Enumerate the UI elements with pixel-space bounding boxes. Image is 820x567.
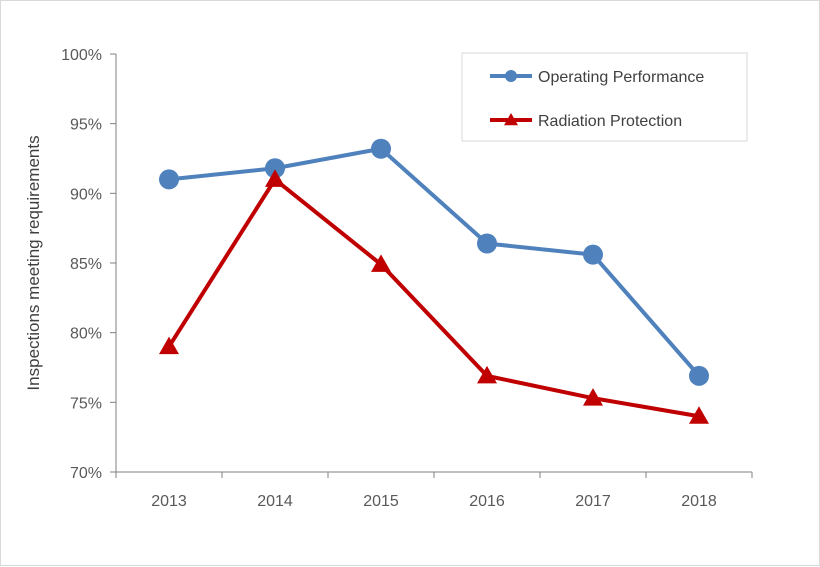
data-point <box>583 244 603 265</box>
legend-marker <box>504 113 518 126</box>
data-point <box>159 336 179 355</box>
axes: 70%75%80%85%90%95%100% 2013 2014 2015 2016 2… <box>61 47 753 510</box>
data-point <box>477 365 497 384</box>
series-layer <box>159 138 709 424</box>
y-tick-label: 95% <box>70 117 102 134</box>
data-point <box>583 388 603 406</box>
legend: Operating Performance Radiation Protectio… <box>461 52 748 142</box>
series-2 <box>159 169 709 424</box>
y-axis-ticks: 70% 75% 80% 85% 90% 95% 100% <box>61 47 116 482</box>
y-tick-label: 100% <box>61 47 102 64</box>
legend-box <box>461 52 748 142</box>
y-tick-label: 75% <box>70 395 102 412</box>
x-axis-ticks: 2013 2014 2015 2016 2017 2018 <box>115 472 753 510</box>
y-tick-label: 70% <box>70 465 102 482</box>
data-point <box>265 169 285 187</box>
series-1 <box>159 138 709 386</box>
x-tick-label: 2013 <box>151 493 187 510</box>
x-tick-label: 2016 <box>469 493 505 510</box>
legend-item: Operating Performance <box>490 69 704 86</box>
legend-marker <box>505 70 517 82</box>
data-point <box>265 158 285 179</box>
data-point <box>371 138 391 159</box>
x-tick-label: 2014 <box>257 493 293 510</box>
legend-label: Radiation Protection <box>538 113 682 130</box>
series-line <box>168 146 701 378</box>
y-tick-label: 90% <box>70 186 102 203</box>
legend-label: Operating Performance <box>538 69 704 86</box>
data-point <box>689 406 709 424</box>
x-tick-label: 2017 <box>575 493 611 510</box>
data-point <box>159 169 179 190</box>
y-axis-title: Inspections meeting requirements <box>24 135 43 390</box>
x-tick-label: 2018 <box>681 493 717 510</box>
legend-item: Radiation Protection <box>490 113 682 130</box>
data-point <box>477 233 497 254</box>
data-point <box>689 365 709 386</box>
y-tick-label: 85% <box>70 256 102 273</box>
data-point <box>371 254 391 272</box>
y-tick-label: 80% <box>70 326 102 343</box>
x-tick-label: 2015 <box>363 493 399 510</box>
series-line <box>167 177 700 419</box>
